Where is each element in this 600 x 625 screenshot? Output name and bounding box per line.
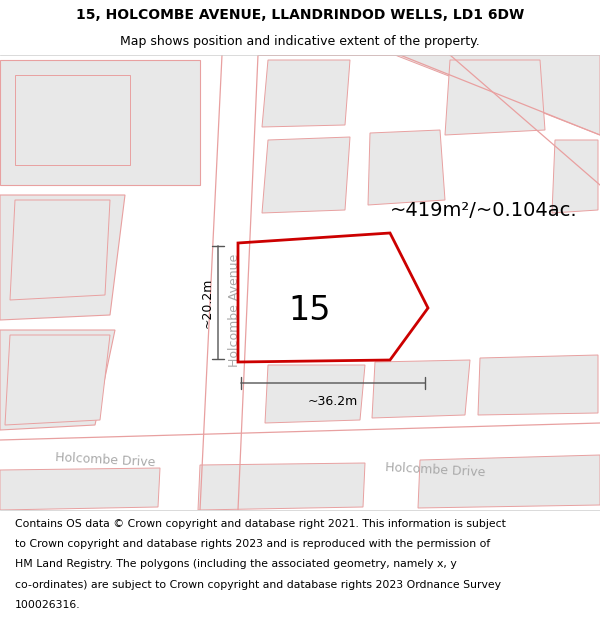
- Polygon shape: [258, 55, 600, 135]
- Polygon shape: [0, 330, 115, 430]
- Polygon shape: [418, 455, 600, 508]
- Text: Holcombe Drive: Holcombe Drive: [385, 461, 485, 479]
- Text: 100026316.: 100026316.: [15, 600, 80, 610]
- Text: Map shows position and indicative extent of the property.: Map shows position and indicative extent…: [120, 35, 480, 48]
- Polygon shape: [372, 360, 470, 418]
- Polygon shape: [0, 468, 160, 510]
- Polygon shape: [0, 195, 125, 320]
- Polygon shape: [198, 463, 365, 510]
- Text: 15: 15: [289, 294, 331, 326]
- Polygon shape: [368, 130, 445, 205]
- Polygon shape: [15, 75, 130, 165]
- Polygon shape: [265, 365, 365, 423]
- Text: ~20.2m: ~20.2m: [201, 278, 214, 328]
- Polygon shape: [478, 355, 598, 415]
- Text: Holcombe Avenue: Holcombe Avenue: [227, 253, 241, 367]
- Polygon shape: [0, 423, 600, 510]
- Text: ~419m²/~0.104ac.: ~419m²/~0.104ac.: [390, 201, 578, 219]
- Polygon shape: [445, 60, 545, 135]
- Polygon shape: [200, 55, 258, 510]
- Text: to Crown copyright and database rights 2023 and is reproduced with the permissio: to Crown copyright and database rights 2…: [15, 539, 490, 549]
- Polygon shape: [262, 137, 350, 213]
- Text: ~36.2m: ~36.2m: [308, 395, 358, 408]
- Polygon shape: [5, 335, 110, 425]
- Text: Holcombe Drive: Holcombe Drive: [55, 451, 155, 469]
- Polygon shape: [400, 55, 600, 185]
- Polygon shape: [262, 60, 350, 127]
- Polygon shape: [552, 140, 598, 213]
- Text: co-ordinates) are subject to Crown copyright and database rights 2023 Ordnance S: co-ordinates) are subject to Crown copyr…: [15, 579, 501, 589]
- Polygon shape: [0, 60, 200, 185]
- Text: HM Land Registry. The polygons (including the associated geometry, namely x, y: HM Land Registry. The polygons (includin…: [15, 559, 457, 569]
- Polygon shape: [10, 200, 110, 300]
- Text: Contains OS data © Crown copyright and database right 2021. This information is : Contains OS data © Crown copyright and d…: [15, 519, 506, 529]
- Text: 15, HOLCOMBE AVENUE, LLANDRINDOD WELLS, LD1 6DW: 15, HOLCOMBE AVENUE, LLANDRINDOD WELLS, …: [76, 8, 524, 22]
